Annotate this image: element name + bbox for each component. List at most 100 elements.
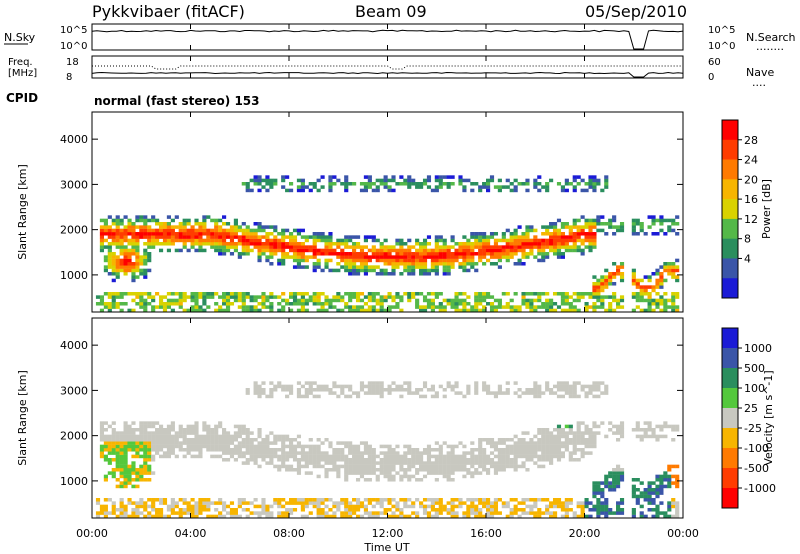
power-cell: [568, 302, 573, 306]
power-cell: [462, 308, 467, 313]
velocity-colorbar-swatches: [722, 328, 738, 509]
power-cell: [115, 215, 120, 219]
velocity-cell: [135, 438, 140, 442]
power-cell: [359, 308, 365, 313]
velocity-cell: [631, 488, 636, 492]
cpid-value: normal (fast stereo) 153: [94, 94, 260, 108]
velocity-cell: [237, 441, 242, 445]
velocity-cell: [162, 444, 168, 449]
velocity-cell: [143, 461, 148, 465]
velocity-cell: [210, 514, 215, 519]
velocity-cell: [493, 504, 499, 509]
power-cell: [564, 188, 569, 193]
velocity-cell: [399, 478, 404, 482]
velocity-cell: [99, 508, 105, 512]
velocity-cell: [103, 444, 108, 449]
velocity-cell: [123, 438, 128, 442]
power-cell: [525, 232, 530, 236]
power-cell: [218, 232, 223, 236]
velocity-cell: [292, 501, 298, 505]
power-cell: [667, 262, 672, 266]
velocity-cell: [182, 511, 187, 515]
power-cell: [533, 298, 538, 303]
power-cell: [564, 292, 569, 296]
velocity-cell: [119, 514, 124, 519]
power-cell: [635, 218, 640, 223]
power-cell: [596, 228, 601, 233]
velocity-cell: [289, 454, 294, 459]
velocity-cell: [115, 434, 120, 439]
velocity-cell: [257, 451, 262, 455]
power-cell: [300, 308, 305, 313]
power-cell: [336, 238, 341, 243]
power-cell: [371, 182, 376, 186]
velocity-cell: [249, 438, 254, 442]
power-cell: [438, 302, 443, 306]
power-cell: [434, 178, 439, 183]
power-cell: [143, 308, 148, 313]
velocity-cell: [434, 458, 439, 462]
power-cell: [564, 182, 569, 186]
velocity-cell: [218, 438, 223, 442]
power-cell: [383, 295, 388, 299]
velocity-cell: [482, 448, 487, 452]
velocity-cell: [99, 504, 105, 509]
velocity-cell: [170, 428, 175, 432]
power-cell: [277, 258, 282, 263]
velocity-cell: [497, 498, 502, 502]
power-cell: [560, 222, 565, 226]
power-cell: [115, 275, 120, 279]
velocity-cell: [344, 498, 349, 502]
power-cell: [123, 258, 128, 263]
velocity-cell: [348, 471, 353, 475]
power-cell: [442, 255, 447, 259]
power-cell: [292, 248, 298, 253]
power-cell: [513, 245, 518, 249]
velocity-cell: [115, 448, 120, 452]
velocity-cell: [482, 461, 487, 465]
velocity-cell: [214, 454, 219, 459]
velocity-cell: [328, 441, 333, 445]
power-ylabel: Slant Range [km]: [16, 164, 29, 260]
power-cell: [363, 175, 368, 179]
velocity-cell: [576, 434, 581, 439]
power-cell: [509, 245, 514, 249]
power-cell: [202, 292, 207, 296]
power-cell: [517, 242, 522, 246]
velocity-cell: [123, 448, 128, 452]
power-cell: [549, 235, 554, 239]
power-cell: [422, 265, 428, 269]
power-cell: [478, 232, 483, 236]
power-cell: [143, 275, 148, 279]
velocity-cell: [155, 438, 160, 442]
power-cell: [147, 235, 152, 239]
velocity-cell: [556, 458, 562, 462]
power-cell: [493, 248, 499, 253]
power-cell: [655, 298, 660, 303]
velocity-cell: [257, 394, 262, 399]
velocity-cell: [344, 478, 349, 482]
power-cell: [486, 188, 491, 193]
velocity-cell: [222, 514, 227, 519]
velocity-cell: [222, 448, 227, 452]
power-cell: [438, 185, 443, 189]
velocity-cell: [541, 441, 546, 445]
power-cell: [277, 238, 282, 243]
velocity-cell: [127, 444, 132, 449]
velocity-cell: [131, 441, 136, 445]
velocity-cell: [292, 438, 298, 442]
power-cell: [237, 238, 242, 243]
power-cell: [359, 298, 365, 303]
velocity-cell: [359, 441, 365, 445]
power-cell: [517, 225, 522, 229]
velocity-cell: [647, 498, 652, 502]
power-cell: [194, 222, 199, 226]
velocity-cell: [486, 391, 491, 395]
velocity-cell: [147, 441, 152, 445]
velocity-cell: [509, 458, 514, 462]
velocity-cell: [521, 461, 526, 465]
velocity-cell: [552, 384, 558, 389]
power-cell: [643, 232, 648, 236]
power-cell: [604, 282, 609, 286]
power-cell: [422, 238, 428, 243]
